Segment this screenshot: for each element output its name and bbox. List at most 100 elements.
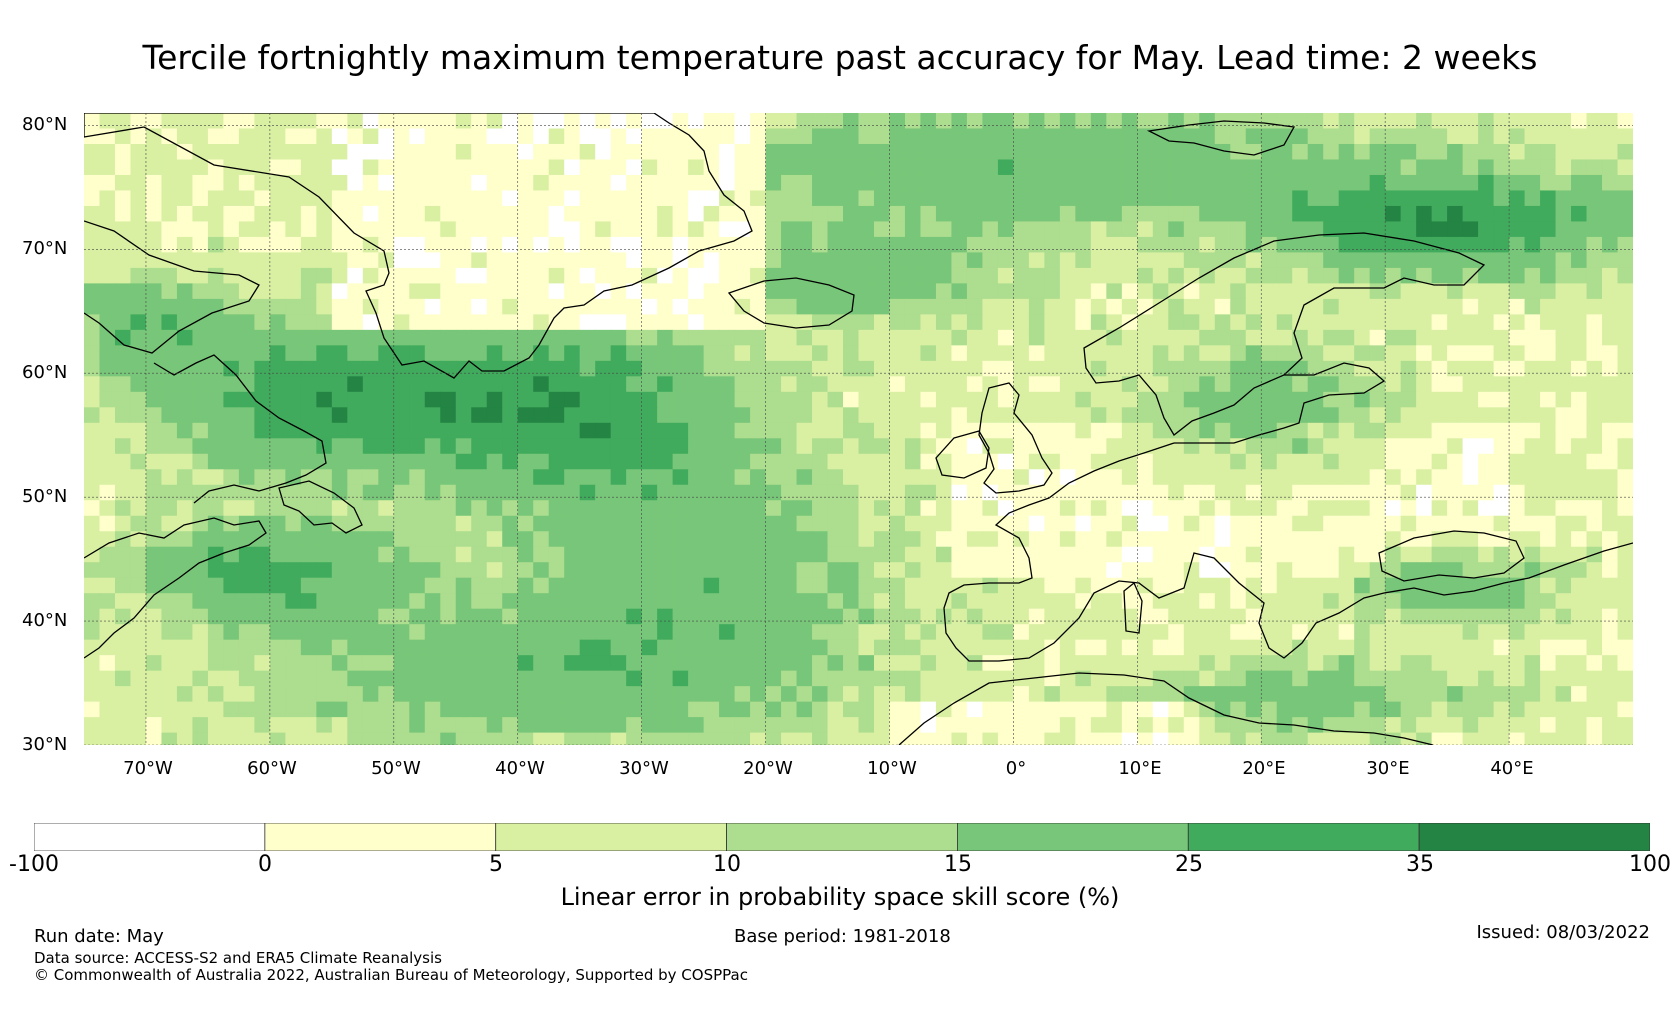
skill-cell <box>1121 314 1138 331</box>
skill-cell <box>657 283 674 300</box>
skill-cell <box>920 298 937 315</box>
skill-cell <box>1431 639 1448 656</box>
skill-cell <box>1199 562 1216 579</box>
skill-cell <box>843 314 860 331</box>
skill-cell <box>688 298 705 315</box>
skill-cell <box>1230 670 1247 687</box>
skill-cell <box>904 717 922 734</box>
skill-cell <box>145 717 163 734</box>
skill-cell <box>1509 360 1526 377</box>
skill-cell <box>951 624 968 641</box>
skill-cell <box>486 732 503 745</box>
skill-cell <box>1354 190 1371 207</box>
skill-cell <box>1168 113 1185 130</box>
skill-cell <box>1478 453 1495 470</box>
skill-cell <box>858 593 875 610</box>
skill-cell <box>1075 608 1092 625</box>
skill-cell <box>161 546 178 563</box>
skill-cell <box>688 143 705 161</box>
skill-cell <box>347 143 364 161</box>
skill-cell <box>1214 500 1231 517</box>
skill-cell <box>1338 422 1355 439</box>
skill-cell <box>1586 624 1603 641</box>
skill-cell <box>1121 298 1138 315</box>
skill-cell <box>1478 298 1495 315</box>
skill-cell <box>1602 128 1619 145</box>
skill-cell <box>719 469 736 486</box>
skill-cell <box>1338 453 1355 470</box>
skill-cell <box>1555 407 1572 424</box>
skill-cell <box>533 608 550 625</box>
skill-cell <box>223 453 240 470</box>
skill-cell <box>1493 624 1510 641</box>
skill-cell <box>1617 655 1633 672</box>
skill-cell <box>889 407 906 424</box>
skill-cell <box>765 128 782 145</box>
skill-cell <box>517 639 534 656</box>
skill-cell <box>1524 453 1541 470</box>
skill-cell <box>1137 531 1154 548</box>
skill-cell <box>750 546 767 563</box>
skill-cell <box>935 376 953 393</box>
skill-cell <box>1416 515 1433 532</box>
skill-cell <box>781 562 798 579</box>
skill-cell <box>1509 639 1526 656</box>
skill-cell <box>1400 221 1417 238</box>
skill-cell <box>873 531 891 548</box>
skill-cell <box>517 391 534 408</box>
skill-cell <box>285 159 302 176</box>
skill-cell <box>1028 236 1045 254</box>
skill-cell <box>1354 686 1371 703</box>
skill-cell <box>238 701 255 718</box>
skill-cell <box>1323 500 1340 517</box>
skill-cell <box>1416 422 1433 439</box>
skill-cell <box>843 205 860 223</box>
skill-cell <box>641 252 658 269</box>
skill-cell <box>1090 608 1107 625</box>
skill-cell <box>1013 670 1030 687</box>
skill-cell <box>1307 701 1324 718</box>
skill-cell <box>1307 376 1324 393</box>
skill-cell <box>455 283 472 300</box>
skill-cell <box>672 608 689 625</box>
skill-cell <box>1524 701 1541 718</box>
skill-cell <box>1214 190 1231 207</box>
skill-cell <box>393 236 410 254</box>
skill-cell <box>362 469 379 486</box>
skill-cell <box>1369 608 1386 625</box>
skill-cell <box>1555 221 1572 238</box>
skill-cell <box>812 717 829 734</box>
skill-cell <box>1416 283 1433 300</box>
skill-cell <box>719 391 736 408</box>
skill-cell <box>1400 531 1417 548</box>
skill-cell <box>966 174 984 192</box>
skill-cell <box>1509 407 1526 424</box>
skill-cell <box>130 159 147 176</box>
skill-cell <box>1307 639 1324 656</box>
skill-cell <box>1090 422 1107 439</box>
skill-cell <box>904 159 922 176</box>
skill-cell <box>1261 500 1278 517</box>
skill-cell <box>1059 376 1076 393</box>
skill-cell <box>641 113 658 130</box>
skill-cell <box>889 298 906 315</box>
skill-cell <box>1261 655 1278 672</box>
skill-cell <box>1493 205 1510 223</box>
skill-cell <box>734 469 751 486</box>
skill-cell <box>1462 732 1479 745</box>
skill-cell <box>873 221 891 238</box>
skill-cell <box>1509 422 1526 439</box>
skill-cell <box>765 391 782 408</box>
skill-cell <box>192 686 209 703</box>
skill-cell <box>1555 546 1572 563</box>
skill-cell <box>982 686 999 703</box>
skill-cell <box>1400 422 1417 439</box>
skill-cell <box>1586 453 1603 470</box>
skill-cell <box>1416 686 1433 703</box>
skill-cell <box>316 686 333 703</box>
skill-cell <box>734 531 751 548</box>
skill-cell <box>688 484 705 501</box>
skill-cell <box>1571 345 1588 362</box>
skill-cell <box>1013 360 1030 377</box>
skill-cell <box>579 515 596 532</box>
